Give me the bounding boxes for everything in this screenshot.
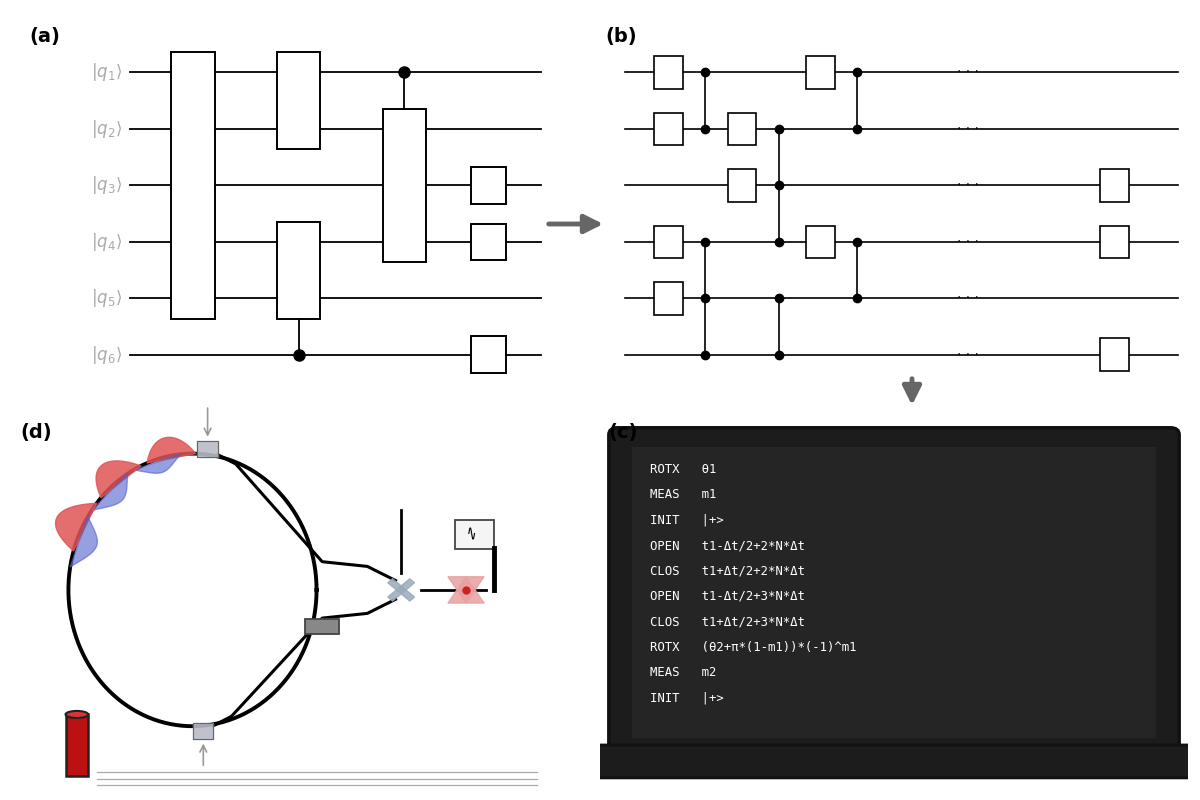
Polygon shape <box>198 442 217 457</box>
Bar <box>305 618 340 634</box>
Text: OPEN   t1-Δt/2+3*N*Δt: OPEN t1-Δt/2+3*N*Δt <box>650 590 805 603</box>
Text: · · ·: · · · <box>956 122 978 136</box>
Text: INIT   |+>: INIT |+> <box>650 514 724 526</box>
Text: · · ·: · · · <box>956 291 978 306</box>
Text: $|q_4\rangle$: $|q_4\rangle$ <box>91 231 121 253</box>
Text: OPEN   t1-Δt/2+2*N*Δt: OPEN t1-Δt/2+2*N*Δt <box>650 539 805 552</box>
FancyBboxPatch shape <box>608 428 1180 757</box>
Text: ROTX   (θ2+π*(1-m1))*(-1)^m1: ROTX (θ2+π*(1-m1))*(-1)^m1 <box>650 641 857 654</box>
Bar <box>728 113 756 146</box>
Bar <box>472 167 506 204</box>
Ellipse shape <box>66 711 88 718</box>
Polygon shape <box>148 438 196 463</box>
Text: · · ·: · · · <box>956 235 978 249</box>
Bar <box>455 520 494 549</box>
Text: · · ·: · · · <box>956 66 978 79</box>
Polygon shape <box>133 454 181 474</box>
Bar <box>66 714 88 775</box>
Text: (c): (c) <box>608 423 638 442</box>
Polygon shape <box>388 578 414 601</box>
Polygon shape <box>96 461 140 498</box>
Text: $|q_3\rangle$: $|q_3\rangle$ <box>91 174 121 197</box>
Bar <box>632 446 1156 738</box>
Text: (b): (b) <box>605 27 636 46</box>
Polygon shape <box>70 517 97 567</box>
Text: CLOS   t1+Δt/2+2*N*Δt: CLOS t1+Δt/2+2*N*Δt <box>650 565 805 578</box>
Text: $|q_1\rangle$: $|q_1\rangle$ <box>91 62 121 83</box>
Polygon shape <box>448 577 484 603</box>
Text: · · ·: · · · <box>956 178 978 193</box>
Bar <box>654 282 683 314</box>
Text: · · ·: · · · <box>956 348 978 362</box>
Bar <box>806 56 835 89</box>
Polygon shape <box>193 723 214 739</box>
Text: MEAS   m1: MEAS m1 <box>650 488 716 502</box>
FancyBboxPatch shape <box>586 745 1200 778</box>
Bar <box>277 52 320 150</box>
Bar <box>472 223 506 260</box>
Polygon shape <box>55 503 97 551</box>
Bar <box>728 169 756 202</box>
Bar <box>472 337 506 373</box>
Bar <box>1100 226 1129 258</box>
Bar <box>654 226 683 258</box>
Polygon shape <box>91 474 128 510</box>
Bar <box>654 56 683 89</box>
Polygon shape <box>388 578 414 601</box>
Text: CLOS   t1+Δt/2+3*N*Δt: CLOS t1+Δt/2+3*N*Δt <box>650 615 805 628</box>
Bar <box>654 113 683 146</box>
Text: INIT   |+>: INIT |+> <box>650 691 724 705</box>
Polygon shape <box>448 577 484 603</box>
Text: $|q_5\rangle$: $|q_5\rangle$ <box>91 287 121 310</box>
Text: (d): (d) <box>20 423 52 442</box>
Text: $|q_6\rangle$: $|q_6\rangle$ <box>91 344 121 366</box>
Bar <box>1100 169 1129 202</box>
Bar <box>383 109 426 262</box>
Bar <box>1100 338 1129 371</box>
Text: ROTX   θ1: ROTX θ1 <box>650 463 716 476</box>
Bar <box>806 226 835 258</box>
Bar <box>172 52 215 318</box>
Text: $|q_2\rangle$: $|q_2\rangle$ <box>91 118 121 140</box>
Text: (a): (a) <box>29 27 60 46</box>
Text: MEAS   m2: MEAS m2 <box>650 666 716 679</box>
Bar <box>277 222 320 318</box>
